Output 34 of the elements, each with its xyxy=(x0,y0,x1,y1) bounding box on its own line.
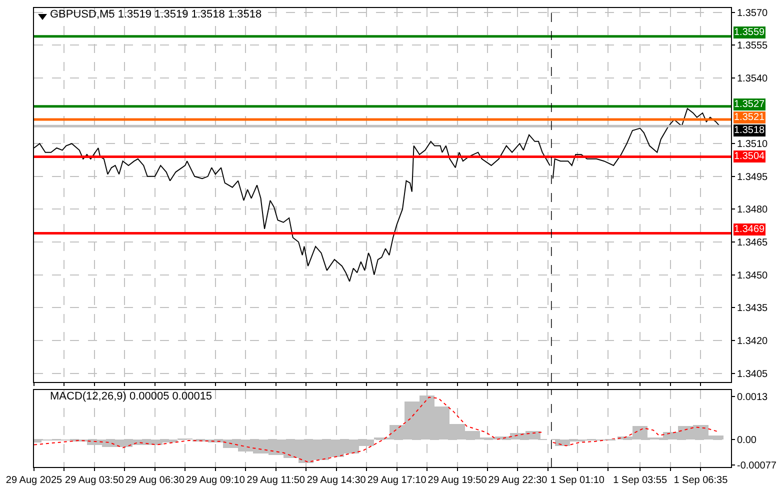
x-tick-label: 29 Aug 22:30 xyxy=(488,475,548,486)
x-tick-label: 29 Aug 03:50 xyxy=(64,475,124,486)
x-tick-label: 29 Aug 14:30 xyxy=(306,475,366,486)
x-tick-label: 29 Aug 19:50 xyxy=(428,475,488,486)
x-tick-label: 1 Sep 06:35 xyxy=(674,475,728,486)
chart-title: MACD(12,26,9) 0.00005 0.00015 xyxy=(50,390,212,403)
y-tick-label: 1.3450 xyxy=(737,270,768,282)
y-tick-label: 1.3495 xyxy=(737,172,768,183)
x-tick-label: 1 Sep 03:55 xyxy=(613,475,668,486)
y-tick-label: 1.3420 xyxy=(737,336,768,347)
y-tick-label: 1.3435 xyxy=(737,303,768,314)
chart-title: GBPUSD,M5 1.3519 1.3519 1.3518 1.3518 xyxy=(50,8,262,21)
ref-line-label: 1.3469 xyxy=(734,224,766,235)
y-tick-label: 1.3405 xyxy=(737,368,768,380)
y-tick-label: 1.3540 xyxy=(737,73,768,84)
x-tick-label: 29 Aug 2025 xyxy=(6,475,63,486)
y-tick-label: -0.00077 xyxy=(737,460,778,472)
x-tick-label: 29 Aug 17:10 xyxy=(367,475,427,486)
ref-line-label: 1.3504 xyxy=(734,151,766,162)
y-tick-label: 0.0013 xyxy=(737,392,768,403)
ref-line-label: 1.3559 xyxy=(734,27,766,38)
x-tick-label: 1 Sep 01:10 xyxy=(550,475,606,486)
y-tick-label: 0.00 xyxy=(737,434,758,446)
y-tick-label: 1.3480 xyxy=(737,204,768,216)
y-tick-label: 1.3510 xyxy=(737,139,768,150)
ref-line-label: 1.3527 xyxy=(734,99,766,110)
ref-line-label: 1.3521 xyxy=(734,112,766,123)
x-tick-label: 29 Aug 09:10 xyxy=(186,475,246,486)
y-tick-label: 1.3465 xyxy=(737,238,768,249)
ref-line-label: 1.3518 xyxy=(734,125,766,136)
y-tick-label: 1.3570 xyxy=(737,8,768,19)
x-tick-label: 29 Aug 06:30 xyxy=(125,475,185,486)
y-tick-label: 1.3555 xyxy=(737,40,768,52)
x-tick-label: 29 Aug 11:50 xyxy=(246,475,306,486)
